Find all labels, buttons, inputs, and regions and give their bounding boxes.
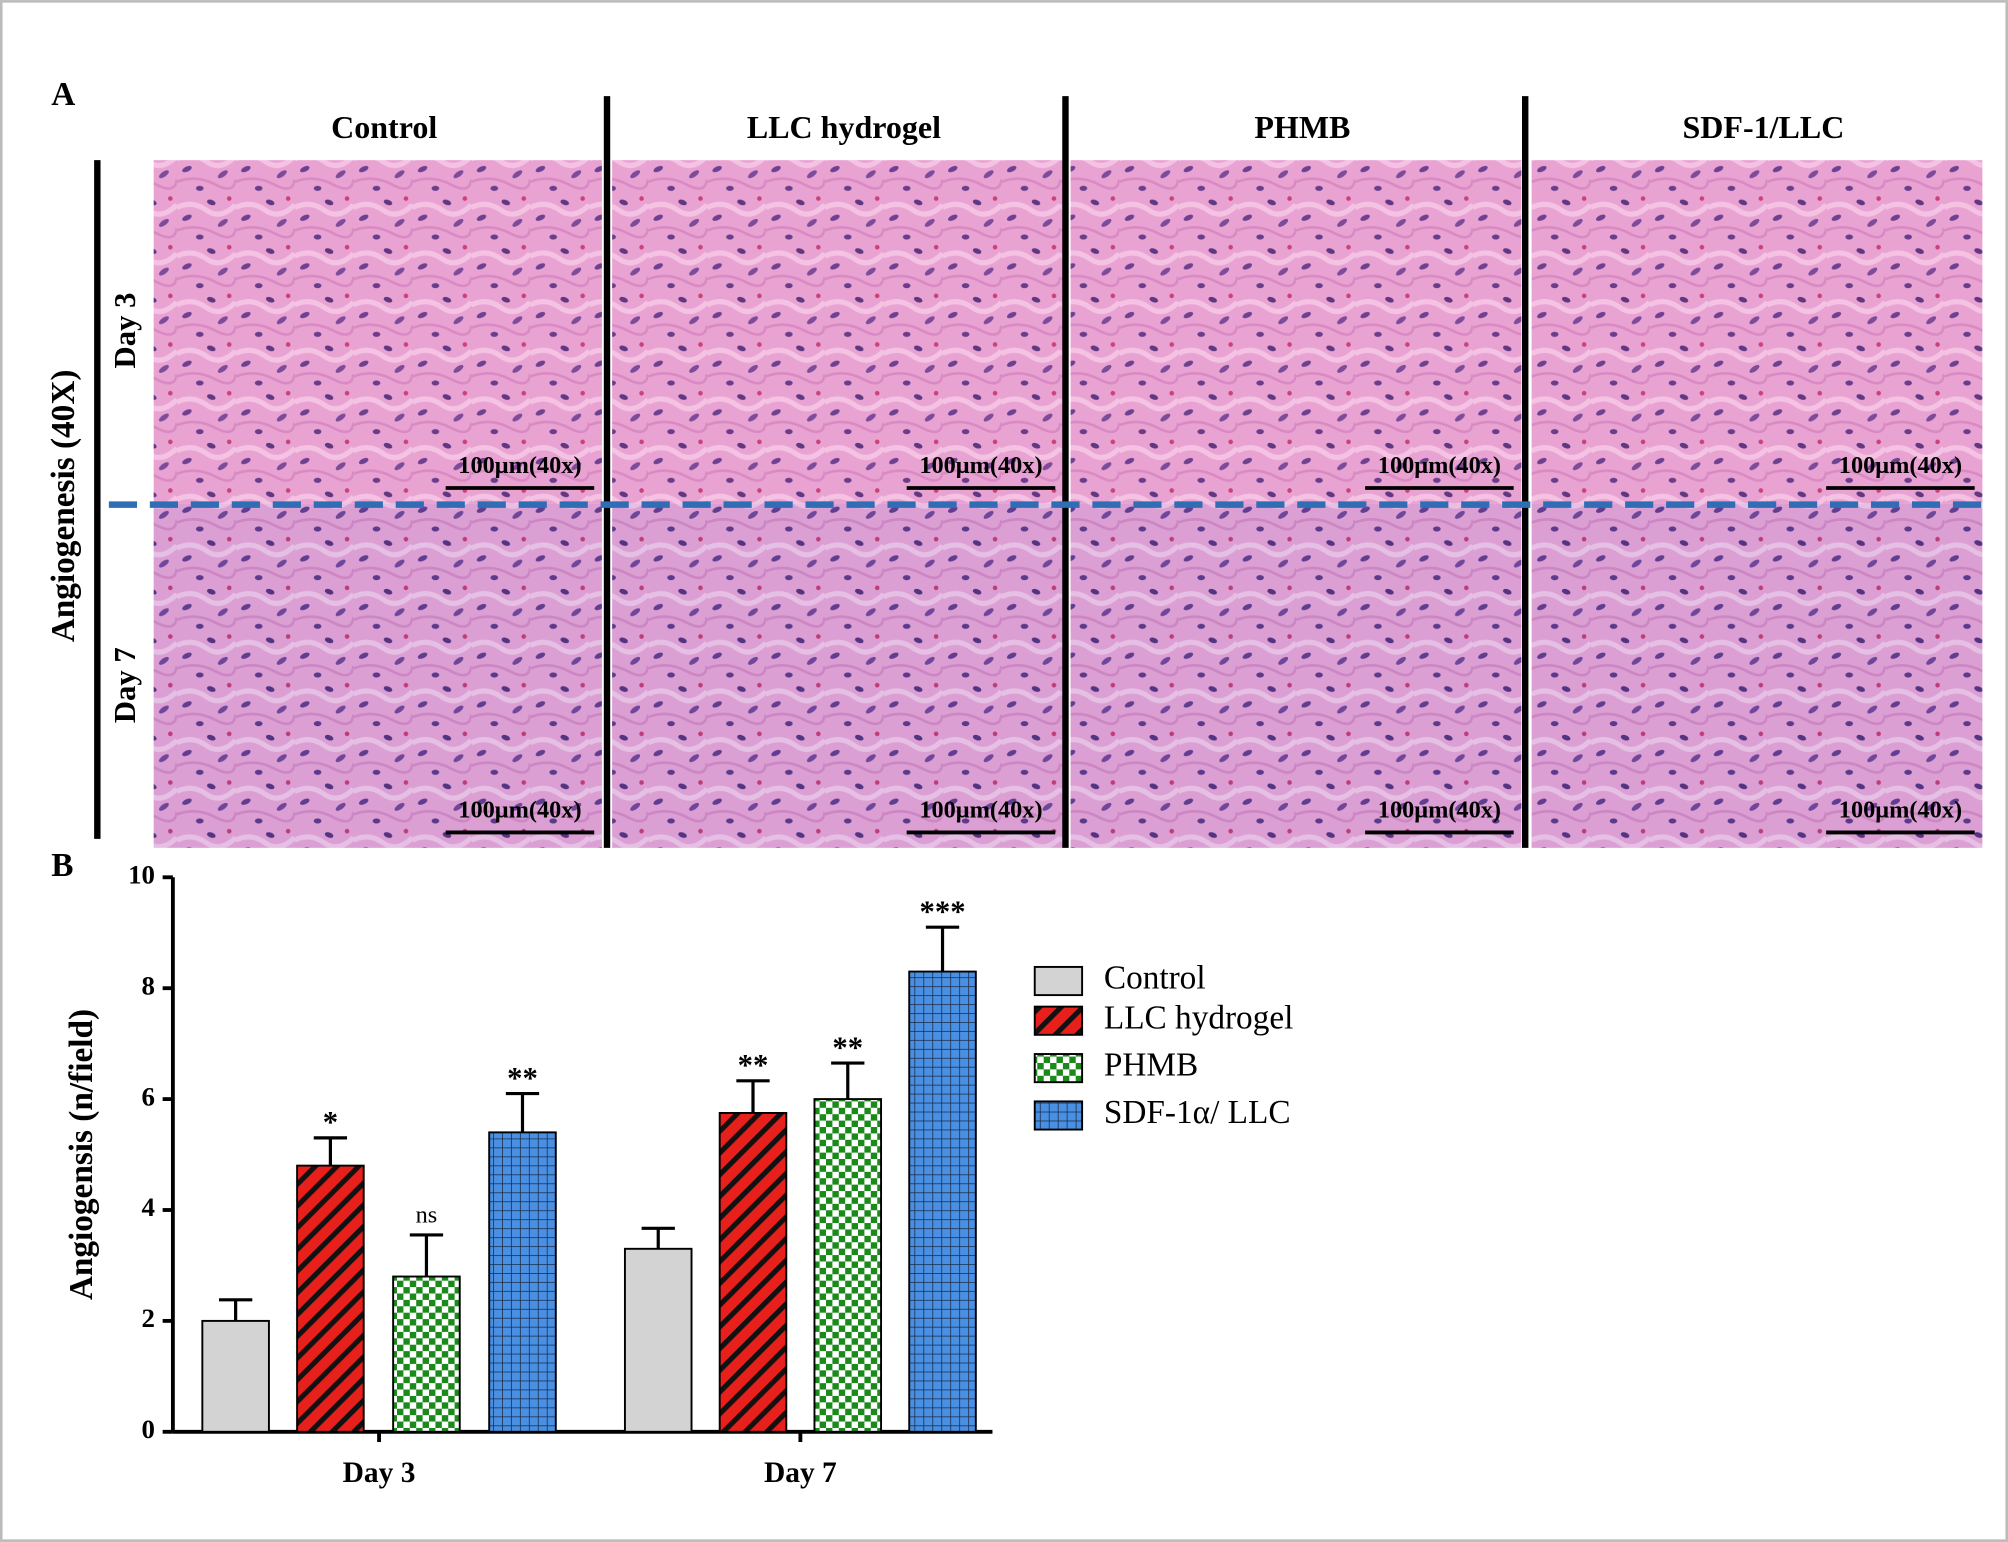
bar: [488, 1131, 557, 1433]
y-tick-label: 4: [142, 1192, 155, 1222]
micrograph: [612, 503, 1063, 848]
y-tick-label: 8: [142, 970, 155, 1000]
micrograph: [1531, 160, 1983, 504]
significance-label: ns: [416, 1202, 438, 1229]
micrograph-shade: [612, 503, 1063, 848]
bar: [718, 1111, 788, 1433]
significance-label: **: [832, 1030, 863, 1064]
significance-label: **: [738, 1048, 769, 1082]
bar: [813, 1098, 883, 1433]
scale-bar-label: 100μm(40x): [458, 797, 581, 824]
y-tick-label: 2: [142, 1303, 155, 1333]
significance-label: **: [507, 1061, 538, 1095]
micrograph: [1070, 503, 1522, 848]
significance-label: *: [323, 1105, 338, 1139]
bar: [201, 1319, 270, 1433]
micrograph-shade: [1070, 503, 1522, 848]
micrograph: [153, 160, 602, 504]
legend-swatch: [1033, 1053, 1084, 1084]
scale-bar-label: 100μm(40x): [919, 797, 1042, 824]
micrograph-shade: [1531, 160, 1983, 504]
y-tick-label: 10: [128, 859, 155, 889]
panel-label: A: [51, 76, 75, 113]
scale-bar-label: 100μm(40x): [1378, 797, 1501, 824]
column-header: Control: [331, 109, 437, 145]
bar: [623, 1247, 693, 1433]
scale-bar-label: 100μm(40x): [919, 452, 1042, 479]
scale-bar-label: 100μm(40x): [1839, 452, 1962, 479]
micrograph-shade: [153, 160, 602, 504]
row-label: Day 3: [108, 292, 142, 368]
micrograph: [1070, 160, 1522, 504]
bar: [908, 970, 977, 1433]
row-group-label: Angiogenesis (40X): [45, 370, 82, 643]
legend-label: SDF-1α/ LLC: [1104, 1094, 1291, 1131]
y-tick-label: 0: [142, 1414, 155, 1444]
micrograph-shade: [612, 160, 1063, 504]
micrograph: [153, 503, 602, 848]
legend-label: LLC hydrogel: [1104, 999, 1293, 1036]
bar: [392, 1275, 461, 1433]
legend-label: Control: [1104, 960, 1206, 997]
micrograph: [1531, 503, 1983, 848]
legend-swatch: [1033, 1005, 1084, 1036]
x-tick-label: Day 7: [764, 1457, 837, 1489]
micrograph-shade: [1531, 503, 1983, 848]
micrograph-shade: [153, 503, 602, 848]
legend-label: PHMB: [1104, 1047, 1198, 1084]
scale-bar-label: 100μm(40x): [458, 452, 581, 479]
legend-swatch: [1033, 1100, 1084, 1131]
column-header: LLC hydrogel: [747, 109, 941, 145]
column-header: SDF-1/LLC: [1683, 109, 1845, 145]
bar: [296, 1164, 365, 1433]
scale-bar-label: 100μm(40x): [1839, 797, 1962, 824]
y-tick-label: 6: [142, 1081, 155, 1111]
column-header: PHMB: [1254, 109, 1350, 145]
significance-label: ***: [919, 894, 965, 928]
row-label: Day 7: [108, 647, 142, 723]
y-axis-label: Angiogensis (n/field): [63, 1009, 100, 1300]
scale-bar-label: 100μm(40x): [1378, 452, 1501, 479]
x-tick-label: Day 3: [343, 1457, 416, 1489]
legend-swatch: [1033, 965, 1084, 997]
panel-label: B: [51, 847, 73, 884]
micrograph: [612, 160, 1063, 504]
micrograph-shade: [1070, 160, 1522, 504]
